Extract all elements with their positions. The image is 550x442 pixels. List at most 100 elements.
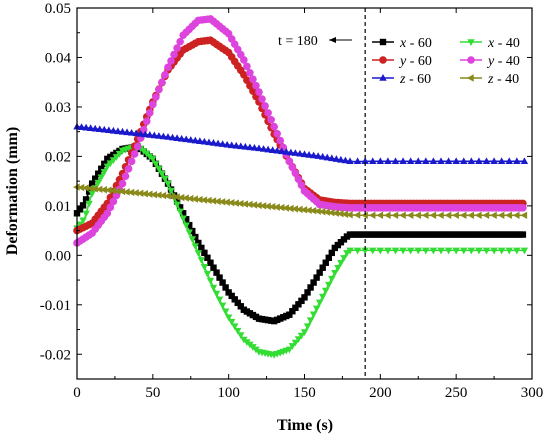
data-point (255, 88, 263, 96)
data-point (519, 231, 527, 238)
data-point (452, 211, 459, 219)
data-point (106, 160, 115, 168)
data-point (285, 346, 294, 354)
data-point (384, 247, 392, 255)
data-point (105, 126, 113, 134)
x-axis-title: Time (s) (277, 417, 333, 434)
data-point (309, 151, 318, 159)
data-point (182, 222, 190, 230)
data-point (490, 157, 498, 165)
data-point (301, 294, 308, 301)
data-point (104, 186, 112, 194)
data-point (113, 187, 121, 195)
data-point (234, 299, 241, 307)
data-point (459, 211, 467, 219)
data-point (82, 123, 90, 131)
data-point (520, 247, 529, 255)
data-point (340, 255, 348, 262)
data-point (319, 152, 327, 160)
data-point (383, 211, 391, 219)
data-point (73, 183, 80, 191)
data-point (228, 141, 236, 149)
data-point (505, 157, 513, 165)
data-point (127, 128, 136, 136)
data-point (346, 157, 354, 165)
data-point (188, 236, 196, 244)
data-point (250, 143, 259, 151)
data-point (312, 305, 321, 313)
data-point (341, 156, 350, 164)
data-point (286, 311, 293, 318)
data-point (132, 189, 139, 197)
data-point (195, 195, 203, 204)
data-point (319, 264, 326, 271)
data-point (130, 150, 139, 158)
data-point (369, 247, 377, 255)
data-point (259, 202, 267, 210)
data-point (115, 150, 124, 158)
data-point (512, 211, 520, 219)
data-point (294, 336, 303, 343)
data-point (421, 211, 429, 219)
data-point (159, 191, 167, 200)
legend-label: z - 60 (399, 72, 431, 87)
data-point (368, 211, 376, 219)
data-point (460, 247, 468, 255)
legend-marker (467, 56, 475, 64)
data-point (304, 289, 311, 296)
data-point (437, 157, 445, 165)
data-point (414, 157, 422, 165)
data-point (291, 205, 299, 213)
data-point (225, 289, 232, 296)
data-point (391, 157, 400, 165)
data-point (291, 149, 300, 156)
data-point (292, 304, 299, 311)
data-point (203, 270, 212, 278)
data-point (201, 249, 208, 257)
x-tick-label: 200 (369, 385, 392, 401)
data-point (250, 201, 258, 209)
data-point (168, 192, 176, 201)
data-point (353, 247, 362, 255)
x-tick-label: 300 (521, 385, 544, 401)
data-point (482, 247, 491, 255)
data-point (210, 264, 217, 271)
data-point (437, 211, 444, 219)
legend-marker (379, 38, 387, 46)
data-point (361, 247, 369, 255)
data-point (337, 260, 345, 267)
data-point (149, 156, 157, 163)
data-point (223, 140, 231, 148)
data-point (77, 123, 86, 130)
data-point (444, 211, 452, 219)
data-point (361, 157, 369, 165)
data-point (519, 204, 527, 212)
series-x-60 (73, 143, 527, 325)
data-point (164, 133, 172, 140)
data-point (286, 204, 294, 213)
data-point (391, 211, 399, 219)
data-point (309, 207, 317, 215)
legend-item: x - 40 (460, 36, 520, 51)
data-point (490, 247, 498, 255)
data-point (414, 211, 421, 219)
x-tick-label: 150 (293, 385, 316, 401)
data-point (92, 175, 99, 182)
data-point (273, 146, 281, 154)
data-point (142, 117, 151, 126)
data-point (150, 131, 159, 139)
data-point (86, 184, 94, 193)
data-point (191, 243, 199, 250)
data-point (467, 247, 476, 255)
data-point (161, 70, 169, 79)
data-point (176, 208, 184, 216)
data-point (295, 301, 302, 308)
data-point (228, 318, 236, 326)
data-point (322, 259, 329, 266)
data-point (195, 239, 202, 247)
data-point (97, 174, 105, 182)
data-point (204, 196, 212, 205)
data-point (228, 292, 235, 300)
data-point (267, 115, 275, 124)
data-point (278, 147, 286, 155)
